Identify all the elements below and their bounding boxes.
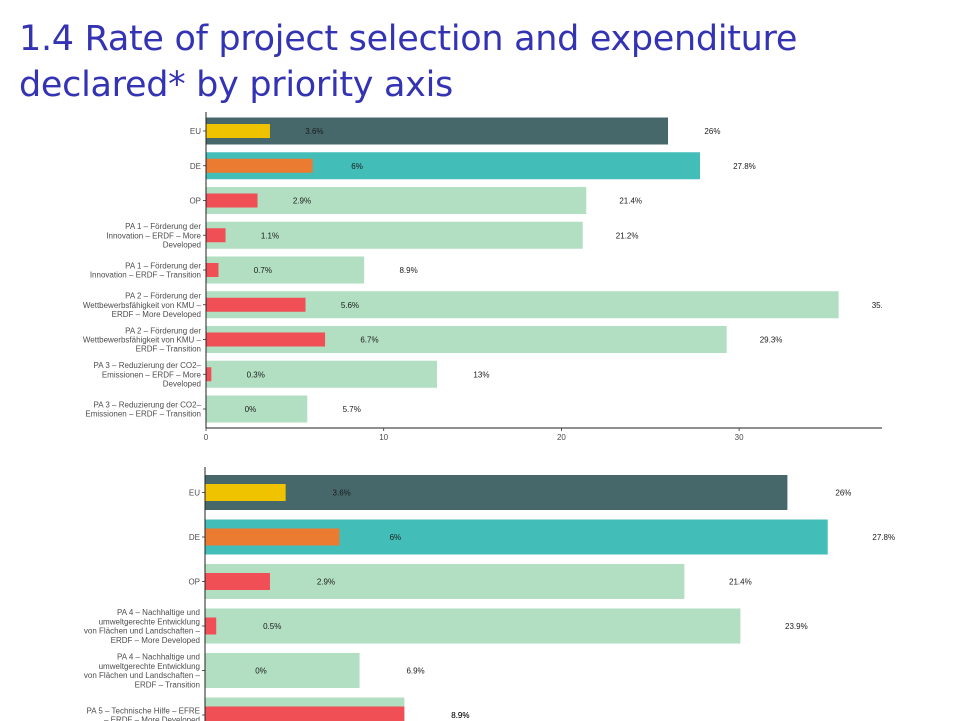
bar-outer-4 xyxy=(206,256,365,284)
bar-inner-0 xyxy=(206,124,270,138)
x-tick-label: 10 xyxy=(379,433,388,442)
category-label: umweltgerechte Entwicklung xyxy=(99,662,200,671)
category-label: Wettbewerbsfähigkeit von KMU – xyxy=(83,336,202,345)
value-label-outer: 21.4% xyxy=(729,578,752,587)
category-label: Emissionen – ERDF – Transition xyxy=(85,410,201,419)
category-label: von Flächen und Landschaften – xyxy=(84,671,201,680)
category-label: umweltgerechte Entwicklung xyxy=(99,617,200,626)
value-label-inner: 8.9% xyxy=(451,711,469,720)
bar-outer-0 xyxy=(206,117,669,145)
bar-inner-3 xyxy=(205,617,217,635)
category-label: PA 4 – Nachhaltige und xyxy=(117,653,200,662)
value-label-outer: 21.4% xyxy=(619,197,642,206)
value-label-inner: 0% xyxy=(245,405,257,414)
category-label: Developed xyxy=(163,240,201,249)
bar-inner-0 xyxy=(205,484,286,501)
bar-inner-5 xyxy=(205,706,405,721)
bar-outer-3 xyxy=(206,221,583,249)
bar-inner-2 xyxy=(205,573,270,590)
bar-inner-6 xyxy=(206,332,326,347)
category-label: EU xyxy=(190,127,201,136)
bar-outer-3 xyxy=(205,608,741,644)
value-label-outer: 5.7% xyxy=(343,405,361,414)
category-label: – ERDF – More Developed xyxy=(104,716,200,721)
bar-inner-1 xyxy=(206,158,313,173)
category-label: ERDF – Transition xyxy=(136,345,201,354)
value-label-outer: 8.9% xyxy=(399,266,417,275)
bar-outer-7 xyxy=(206,360,438,388)
value-label-inner: 6% xyxy=(351,162,363,171)
value-label-inner: 0.5% xyxy=(263,622,281,631)
category-label: ERDF – Transition xyxy=(135,680,200,689)
category-label: Innovation – ERDF – More xyxy=(106,231,201,240)
chart-bottom: 26% 3.6% EU 27.8% 6% DE 21.4% 2.9% OP 23.9% 0.5% PA… xyxy=(84,467,895,721)
category-label: von Flächen und Landschaften – xyxy=(84,627,201,636)
value-label-inner: 1.1% xyxy=(261,231,279,240)
value-label-outer: 29.3% xyxy=(760,336,783,345)
bar-inner-5 xyxy=(206,297,306,312)
value-label-outer: 26% xyxy=(704,127,720,136)
bar-outer-2 xyxy=(205,564,685,599)
category-label: PA 1 – Förderung der xyxy=(125,222,201,231)
x-tick-label: 30 xyxy=(735,433,744,442)
value-label-inner: 2.9% xyxy=(293,197,311,206)
category-label: DE xyxy=(189,533,200,542)
value-label-outer: 23.9% xyxy=(785,622,808,631)
bar-inner-1 xyxy=(205,528,340,546)
category-label: EU xyxy=(189,489,200,498)
category-label: Wettbewerbsfähigkeit von KMU – xyxy=(83,301,202,310)
value-label-outer: 27.8% xyxy=(733,162,756,171)
bar-outer-2 xyxy=(206,187,587,214)
value-label-outer: 6.9% xyxy=(406,667,424,676)
category-label: Emissionen – ERDF – More xyxy=(102,370,202,379)
value-label-inner: 6.7% xyxy=(360,336,378,345)
bar-inner-3 xyxy=(206,228,226,243)
bar-outer-5 xyxy=(206,291,839,319)
bar-outer-8 xyxy=(206,395,308,423)
value-label-inner: 6% xyxy=(390,533,402,542)
bar-outer-0 xyxy=(205,475,788,510)
category-label: OP xyxy=(188,578,200,587)
value-label-outer: 13% xyxy=(473,370,489,379)
bar-inner-2 xyxy=(206,193,258,208)
value-label-inner: 3.6% xyxy=(305,127,323,136)
bar-inner-7 xyxy=(206,367,212,382)
category-label: Innovation – ERDF – Transition xyxy=(90,271,201,280)
category-label: PA 2 – Förderung der xyxy=(125,292,201,301)
x-tick-label: 0 xyxy=(204,433,209,442)
value-label-inner: 0.7% xyxy=(254,266,272,275)
bar-outer-4 xyxy=(205,653,360,688)
category-label: OP xyxy=(189,197,201,206)
category-label: PA 4 – Nachhaltige und xyxy=(117,608,200,617)
x-tick-label: 20 xyxy=(557,433,566,442)
value-label-outer: 21.2% xyxy=(616,231,639,240)
value-label-inner: 0% xyxy=(255,667,267,676)
value-label-inner: 2.9% xyxy=(317,578,335,587)
value-label-outer: 26% xyxy=(835,489,851,498)
category-label: PA 3 – Reduzierung der CO2– xyxy=(94,361,202,370)
value-label-outer: 27.8% xyxy=(872,533,895,542)
value-label-inner: 3.6% xyxy=(333,489,351,498)
value-label-inner: 5.6% xyxy=(341,301,359,310)
value-label-outer: 8.9% xyxy=(451,711,469,720)
value-label-inner: 0.3% xyxy=(247,370,265,379)
category-label: PA 1 – Förderung der xyxy=(125,261,201,270)
category-label: ERDF – More Developed xyxy=(112,310,201,319)
category-label: PA 2 – Förderung der xyxy=(125,326,201,335)
bar-inner-4 xyxy=(206,263,219,277)
chart-top: 26% 3.6% EU 27.8% 6% DE 21.4% 2.9% OP 21.2% 1.1% PA… xyxy=(83,117,895,423)
category-label: Developed xyxy=(163,379,201,388)
category-label: DE xyxy=(190,162,201,171)
value-label-outer: 35.6% xyxy=(872,301,895,310)
chart-top-axes: 0 10 20 30 xyxy=(204,112,882,442)
category-label: PA 3 – Reduzierung der CO2– xyxy=(94,400,202,409)
category-label: ERDF – More Developed xyxy=(111,636,200,645)
page-title: 1.4 Rate of project selection and expend… xyxy=(19,19,798,105)
category-label: PA 5 – Technische Hilfe – EFRE xyxy=(86,706,200,715)
